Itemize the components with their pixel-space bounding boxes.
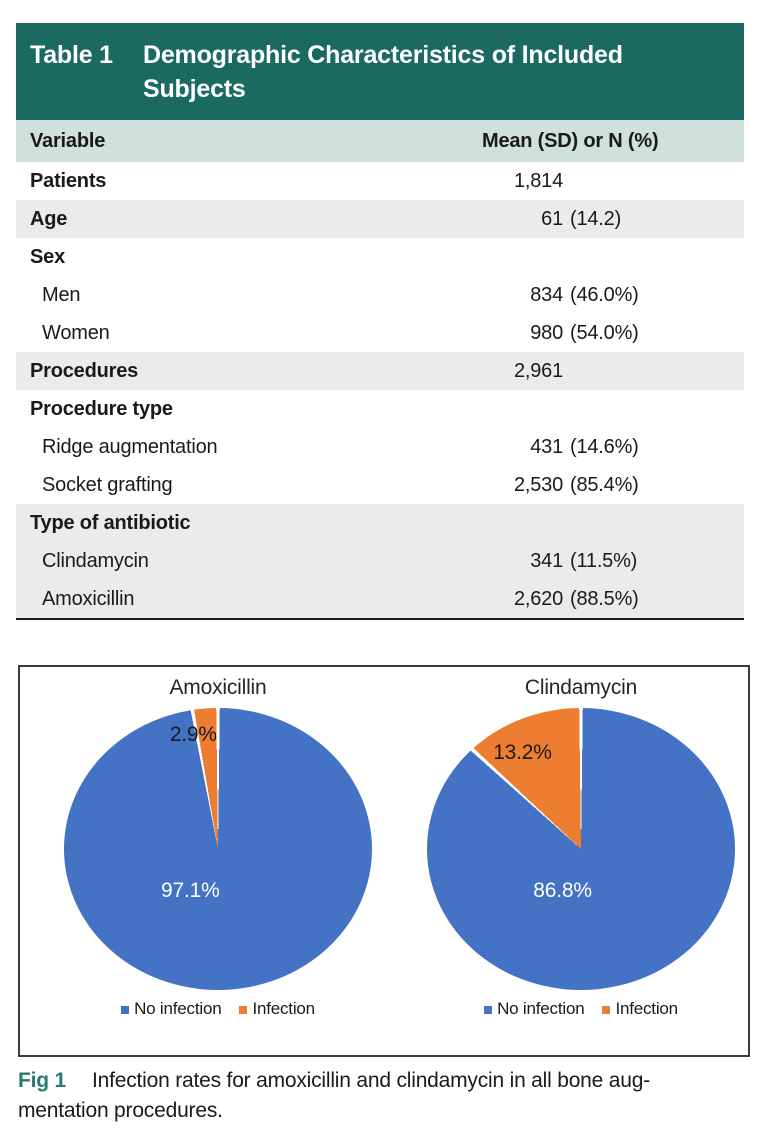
row-value: 2,530 (85.4%) [513, 473, 639, 496]
table-1: Table 1 Demographic Characteristics of I… [16, 23, 744, 620]
table-number-label: Table 1 [30, 41, 113, 69]
row-label: Age [30, 207, 68, 230]
table-row: Age 61 (14.2) [16, 200, 744, 238]
figure-caption: Fig 1 Infection rates for amoxicillin and… [18, 1066, 748, 1126]
table-row: Patients 1,814 [16, 162, 744, 200]
pie-slice-label-no-infection: 97.1% [160, 879, 220, 903]
table-column-header: Variable Mean (SD) or N (%) [16, 120, 744, 162]
row-value: 2,620 (88.5%) [513, 587, 639, 610]
row-label: Patients [30, 169, 107, 192]
legend-swatch-orange [602, 1005, 611, 1014]
table-row: Procedures 2,961 [16, 352, 744, 390]
legend-label: Infection [615, 999, 678, 1018]
row-label: Sex [30, 245, 65, 268]
column-header-variable: Variable [30, 129, 106, 152]
table-row: Sex [16, 238, 744, 276]
table-row: Amoxicillin 2,620 (88.5%) [16, 580, 744, 618]
legend-item-infection: Infection [602, 999, 678, 1019]
row-label: Women [42, 321, 110, 344]
table-row: Women 980 (54.0%) [16, 314, 744, 352]
legend-label: No infection [134, 999, 222, 1018]
row-value: 1,814 [513, 169, 563, 192]
table-row: Procedure type [16, 390, 744, 428]
table-row: Ridge augmentation 431 (14.6%) [16, 428, 744, 466]
table-row: Men 834 (46.0%) [16, 276, 744, 314]
pie-legend: No infection Infection [121, 999, 315, 1019]
row-value: 341 (11.5%) [530, 549, 638, 572]
table-row: Clindamycin 341 (11.5%) [16, 542, 744, 580]
table-title-bar: Table 1 Demographic Characteristics of I… [16, 23, 744, 120]
row-value: 834 (46.0%) [530, 283, 639, 306]
row-label: Clindamycin [42, 549, 149, 572]
legend-item-no-infection: No infection [121, 999, 222, 1019]
pie-chart-clindamycin: Clindamycin 13.2% 86.8% No infection Inf… [427, 667, 735, 1055]
table-title: Demographic Characteristics of Included … [143, 41, 623, 103]
table-row: Socket grafting 2,530 (85.4%) [16, 466, 744, 504]
row-value: 980 (54.0%) [530, 321, 639, 344]
column-header-value: Mean (SD) or N (%) [482, 129, 659, 152]
pie-clindamycin: 13.2% 86.8% [427, 708, 735, 990]
pie-chart-amoxicillin: Amoxicillin 2.9% 97.1% No infection Infe… [64, 667, 372, 1055]
caption-line-1: Fig 1 Infection rates for amoxicillin and… [18, 1066, 748, 1096]
legend-label: No infection [497, 999, 585, 1018]
row-label: Amoxicillin [42, 587, 135, 610]
pie-title: Amoxicillin [169, 676, 267, 699]
pie-amoxicillin: 2.9% 97.1% [64, 708, 372, 990]
row-value: 431 (14.6%) [530, 435, 639, 458]
pie-slice-label-infection: 2.9% [169, 722, 217, 746]
legend-label: Infection [252, 999, 315, 1018]
row-value: 2,961 [513, 359, 563, 382]
legend-item-no-infection: No infection [484, 999, 585, 1019]
figure-number-label: Fig 1 [18, 1069, 67, 1092]
caption-line-2: mentation procedures. [18, 1099, 223, 1122]
figure-1: Amoxicillin 2.9% 97.1% No infection Infe… [18, 665, 750, 1057]
legend-swatch-blue [484, 1005, 493, 1014]
row-label: Type of antibiotic [30, 511, 191, 534]
row-value: 61 (14.2) [541, 207, 622, 230]
caption-text: Infection rates for amoxicillin and clin… [92, 1069, 651, 1092]
legend-item-infection: Infection [239, 999, 315, 1019]
table-body: Patients 1,814 Age 61 (14.2) Sex Men 834(… [16, 162, 744, 620]
legend-swatch-orange [239, 1005, 248, 1014]
row-label: Procedure type [30, 397, 173, 420]
pie-slice-label-no-infection: 86.8% [533, 879, 592, 903]
row-label: Socket grafting [42, 473, 173, 496]
table-row: Type of antibiotic [16, 504, 744, 542]
row-label: Ridge augmentation [42, 435, 218, 458]
pie-legend: No infection Infection [484, 999, 678, 1019]
pie-title: Clindamycin [524, 676, 638, 699]
pie-slice-label-infection: 13.2% [493, 741, 552, 765]
row-label: Procedures [30, 359, 139, 382]
legend-swatch-blue [121, 1005, 130, 1014]
row-label: Men [42, 283, 81, 306]
